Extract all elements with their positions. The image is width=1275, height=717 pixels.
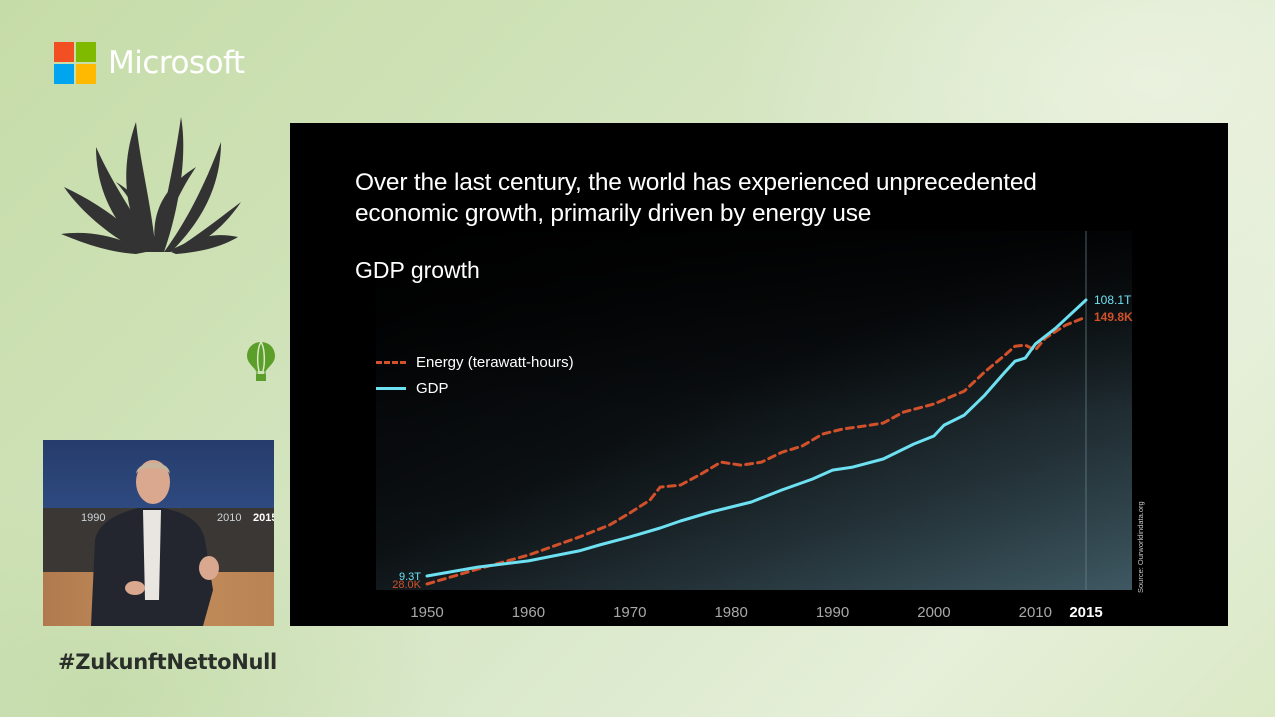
source-credit: Source: Ourworldindata.org xyxy=(1136,501,1145,593)
end-value-label: 149.8K xyxy=(1094,310,1133,324)
brand-name: Microsoft xyxy=(108,45,245,81)
slide-title: Over the last century, the world has exp… xyxy=(355,167,1155,229)
video-axis-label: 1990 xyxy=(81,512,106,524)
x-tick-label: 1950 xyxy=(410,604,443,621)
slide-title-line: Over the last century, the world has exp… xyxy=(355,169,1037,196)
windows-logo-icon xyxy=(54,42,96,84)
series-line-energy xyxy=(425,315,1088,586)
legend-item-energy: Energy (terawatt-hours) xyxy=(376,349,574,375)
microsoft-logo: Microsoft xyxy=(54,42,245,84)
logo-square-red xyxy=(54,42,74,62)
x-tick-label: 2010 xyxy=(1019,604,1052,621)
chart-title: GDP growth xyxy=(355,257,480,283)
presentation-slide: 28.0K 149.8K 9.3T 108.1T 1950 1960 1970 1980 19… xyxy=(290,123,1228,626)
logo-square-yellow xyxy=(76,64,96,84)
video-axis-label: 2015 xyxy=(253,512,274,524)
x-tick-label: 1990 xyxy=(816,604,849,621)
logo-square-blue xyxy=(54,64,74,84)
logo-square-green xyxy=(76,42,96,62)
gdp-energy-line-chart: 28.0K 149.8K 9.3T 108.1T 1950 1960 1970 1980 19… xyxy=(376,231,1133,621)
x-tick-label: 1980 xyxy=(714,604,747,621)
x-tick-label: 1970 xyxy=(613,604,646,621)
legend-swatch-solid xyxy=(376,386,406,390)
x-tick-label: 2000 xyxy=(917,604,950,621)
speaker-figure xyxy=(91,460,219,626)
start-value-label: 9.3T xyxy=(399,571,421,583)
legend-label: Energy (terawatt-hours) xyxy=(416,353,574,371)
video-axis-label: 2010 xyxy=(217,512,242,524)
agave-icon xyxy=(61,117,241,254)
hashtag: #ZukunftNettoNull xyxy=(58,650,277,674)
end-value-label: 108.1T xyxy=(1094,293,1132,307)
start-value-label: 28.0K xyxy=(392,579,421,591)
slide-title-line: economic growth, primarily driven by ene… xyxy=(355,200,872,227)
legend-swatch-dashed xyxy=(376,360,406,364)
speaker-video[interactable]: 1990 2010 2015 xyxy=(43,440,274,626)
x-tick-label: 1960 xyxy=(512,604,545,621)
plot-area-fade xyxy=(376,231,1132,590)
legend-item-gdp: GDP xyxy=(376,375,574,401)
hot-air-balloon-icon xyxy=(247,341,275,381)
x-tick-label: 2015 xyxy=(1069,604,1102,621)
chart-legend: Energy (terawatt-hours) GDP xyxy=(376,349,574,401)
legend-label: GDP xyxy=(416,379,449,397)
